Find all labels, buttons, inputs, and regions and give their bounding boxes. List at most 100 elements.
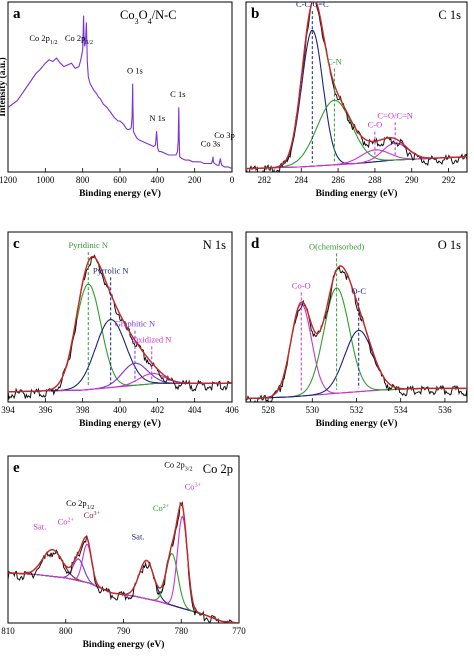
peak-label: C=O/C=N bbox=[377, 110, 413, 120]
x-tick-label: 534 bbox=[394, 405, 408, 415]
x-axis-label: Binding energy (eV) bbox=[316, 418, 398, 429]
x-tick-label: 400 bbox=[151, 175, 165, 185]
peak-annotation: Co2+ bbox=[153, 503, 170, 513]
x-tick-label: 200 bbox=[188, 175, 202, 185]
component-peak-line bbox=[8, 515, 239, 623]
x-tick-label: 810 bbox=[1, 626, 15, 636]
plot-area bbox=[246, 2, 467, 172]
x-tick-label: 800 bbox=[59, 626, 73, 636]
peak-label: Co-O bbox=[292, 280, 311, 290]
x-tick-label: 532 bbox=[350, 405, 364, 415]
chart-title: Co3O4/N-C bbox=[120, 8, 177, 26]
plot-area bbox=[8, 15, 232, 170]
peak-annotation: Co 3s bbox=[201, 139, 221, 149]
component-peak-line bbox=[246, 287, 467, 400]
x-axis-label: Binding energy (eV) bbox=[83, 639, 165, 650]
x-tick-label: 1200 bbox=[0, 175, 18, 185]
peak-annotation: N 1s bbox=[149, 113, 165, 123]
x-tick-label: 292 bbox=[442, 175, 456, 185]
peak-annotation: Sat. bbox=[33, 521, 46, 531]
peak-label: Pyridinic N bbox=[69, 240, 108, 250]
component-peak-line bbox=[246, 29, 467, 170]
panel-label: a bbox=[13, 6, 21, 22]
x-axis-label: Binding energy (eV) bbox=[316, 188, 398, 199]
panel-a: 1200 1000 800 600 400 200 0 Binding energy (eV)… bbox=[0, 1, 235, 199]
peak-annotation: C 1s bbox=[170, 89, 185, 99]
peak-annotation: Co 2p1/2 bbox=[29, 33, 57, 46]
peak-annotation: Co 2p1/2 bbox=[66, 498, 94, 511]
background-line bbox=[8, 572, 239, 623]
peak-annotation: Co3+ bbox=[84, 510, 101, 520]
x-tick-label: 528 bbox=[261, 405, 275, 415]
plot-frame bbox=[7, 455, 240, 624]
x-axis-label: Binding energy (eV) bbox=[79, 418, 161, 429]
component-peak-line bbox=[8, 362, 232, 393]
x-tick-label: 398 bbox=[76, 405, 90, 415]
chart-title: O 1s bbox=[438, 238, 461, 252]
plot-area bbox=[246, 265, 467, 402]
x-tick-label: 780 bbox=[175, 626, 189, 636]
plot-area bbox=[8, 500, 239, 623]
panel-b: 282 284 286 288 290 292 Binding energy (eV) b C … bbox=[245, 0, 468, 199]
fitted-envelope-line bbox=[8, 255, 232, 393]
x-tick-label: 1000 bbox=[36, 175, 55, 185]
chart-title: N 1s bbox=[203, 238, 226, 252]
peak-annotation: Co 2p3/2 bbox=[164, 460, 192, 473]
x-tick-label: 404 bbox=[188, 405, 202, 415]
survey-spectrum-line bbox=[8, 15, 232, 170]
x-tick-label: 286 bbox=[331, 175, 345, 185]
component-peak-line bbox=[8, 543, 239, 623]
peak-annotation: Co 2p3/2 bbox=[65, 33, 93, 46]
panel-d: 528 530 532 534 536 Binding energy (eV) d O 1s C… bbox=[245, 231, 468, 429]
x-tick-label: 600 bbox=[113, 175, 127, 185]
fitted-envelope-line bbox=[246, 2, 467, 170]
plot-area bbox=[8, 254, 232, 401]
plot-frame bbox=[7, 1, 233, 173]
experimental-spectrum-line bbox=[8, 254, 232, 401]
fitted-envelope-line bbox=[8, 502, 239, 623]
panel-label: b bbox=[251, 6, 259, 22]
peak-label: Pyrrolic N bbox=[93, 265, 129, 275]
panel-label: e bbox=[13, 460, 20, 476]
peak-annotation: O 1s bbox=[127, 65, 143, 75]
peak-label: C-N bbox=[327, 56, 342, 66]
fitted-envelope-line bbox=[246, 265, 467, 400]
x-tick-label: 0 bbox=[230, 175, 235, 185]
x-tick-label: 282 bbox=[258, 175, 272, 185]
x-tick-label: 406 bbox=[225, 405, 239, 415]
component-peak-line bbox=[8, 558, 239, 623]
peak-label: O-C bbox=[351, 286, 366, 296]
x-axis-label: Binding energy (eV) bbox=[79, 188, 161, 199]
peak-label: O(chemisorbed) bbox=[309, 241, 364, 251]
panel-c: 394 396 398 400 402 404 406 Binding energy (eV)… bbox=[1, 231, 239, 429]
x-tick-label: 770 bbox=[232, 626, 246, 636]
x-tick-label: 290 bbox=[405, 175, 419, 185]
peak-annotation: Co 3p bbox=[214, 130, 235, 140]
experimental-spectrum-line bbox=[246, 2, 467, 172]
component-peak-line bbox=[246, 142, 467, 170]
panel-label: d bbox=[251, 236, 260, 252]
peak-label: Oxidized N bbox=[132, 334, 171, 344]
experimental-spectrum-line bbox=[246, 266, 467, 402]
chart-title: C 1s bbox=[438, 8, 461, 22]
x-tick-label: 288 bbox=[368, 175, 382, 185]
x-tick-label: 396 bbox=[39, 405, 53, 415]
chart-title: Co 2p bbox=[203, 462, 233, 476]
peak-label: C-C/C=C bbox=[296, 0, 329, 9]
plot-frame bbox=[245, 1, 468, 173]
plot-frame bbox=[245, 231, 468, 403]
component-peak-line bbox=[246, 303, 467, 400]
x-tick-label: 536 bbox=[438, 405, 452, 415]
panel-label: c bbox=[13, 236, 20, 252]
peak-annotation: Sat. bbox=[131, 532, 144, 542]
peak-annotation: Co3+ bbox=[185, 481, 202, 491]
component-peak-line bbox=[8, 552, 239, 623]
x-tick-label: 394 bbox=[1, 405, 15, 415]
plot-frame bbox=[7, 231, 233, 403]
x-tick-label: 800 bbox=[76, 175, 90, 185]
peak-label: C-O bbox=[368, 120, 383, 130]
x-tick-label: 402 bbox=[151, 405, 165, 415]
x-tick-label: 790 bbox=[117, 626, 131, 636]
x-tick-label: 400 bbox=[113, 405, 127, 415]
